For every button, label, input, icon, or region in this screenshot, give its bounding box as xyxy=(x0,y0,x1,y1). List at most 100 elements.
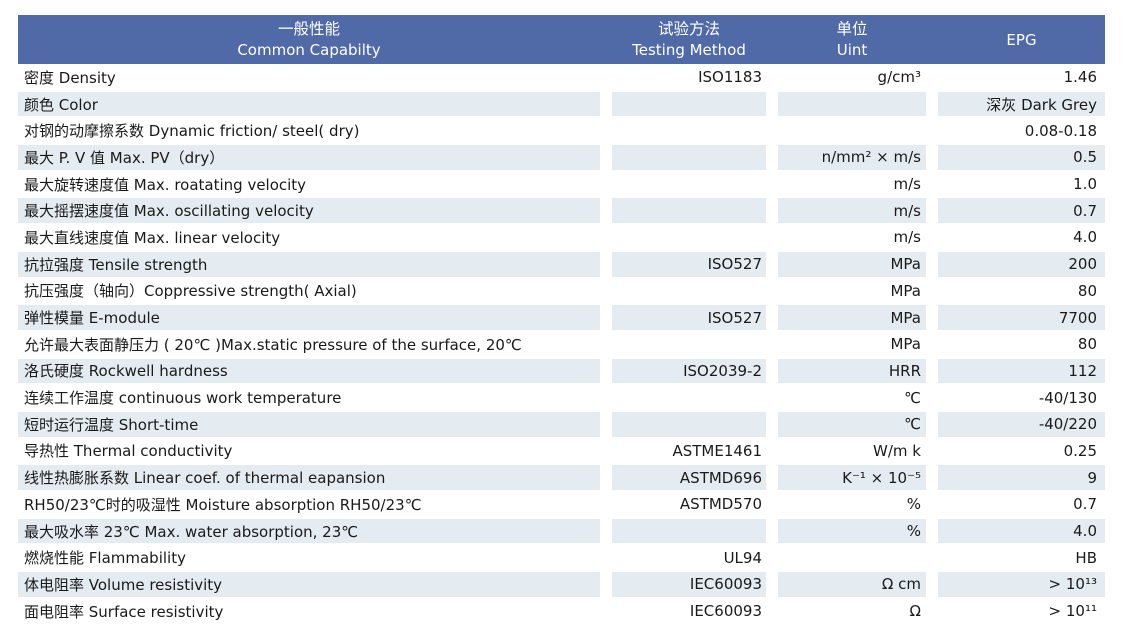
table-row: 连续工作温度 continuous work temperature ℃ -40… xyxy=(18,384,1105,411)
property-label: 最大 P. V 值 Max. PV（dry） xyxy=(18,144,600,171)
property-label: 连续工作温度 continuous work temperature xyxy=(24,389,342,408)
testing-method-cell: ASTME1461 xyxy=(672,441,762,460)
property-label: 颜色 Color xyxy=(18,90,600,118)
epg-value-cell: > 10¹³ xyxy=(938,571,1105,598)
testing-method-cell xyxy=(612,224,766,251)
epg-value-cell: 80 xyxy=(1077,281,1097,300)
table-row: 最大吸水率 23℃ Max. water absorption, 23℃ % 4… xyxy=(18,517,1105,545)
epg-value-cell: 0.25 xyxy=(1063,441,1097,460)
unit-cell: m/s xyxy=(893,175,921,194)
testing-method-cell: IEC60093 xyxy=(689,602,762,621)
testing-method-cell xyxy=(612,517,766,545)
testing-method-cell xyxy=(612,171,766,198)
epg-value-cell: 200 xyxy=(938,250,1105,278)
unit-cell xyxy=(778,90,926,118)
testing-method-cell xyxy=(612,117,766,144)
unit-cell: Ω cm xyxy=(778,571,926,598)
unit-cell: MPa xyxy=(890,335,921,354)
table-row: 面电阻率 Surface resistivity IEC60093 Ω > 10… xyxy=(18,598,1105,625)
header-epg: EPG xyxy=(938,15,1105,64)
unit-cell: g/cm³ xyxy=(877,68,921,87)
table-row: 洛氏硬度 Rockwell hardness ISO2039-2 HRR 112 xyxy=(18,357,1105,385)
table-row: 导热性 Thermal conductivity ASTME1461 W/m k… xyxy=(18,438,1105,465)
header-unit-en: Uint xyxy=(836,41,868,59)
header-testing-method: 试验方法 Testing Method xyxy=(612,15,766,64)
unit-cell: Ω xyxy=(909,602,921,621)
epg-value-cell: 0.7 xyxy=(1073,495,1097,514)
testing-method-cell xyxy=(612,278,766,305)
material-properties-table: 一般性能 Common Capabilty 试验方法 Testing Metho… xyxy=(18,15,1105,624)
epg-value-cell: HB xyxy=(1075,548,1097,567)
unit-cell xyxy=(778,117,926,144)
testing-method-cell: UL94 xyxy=(723,548,762,567)
table-row: 允许最大表面静压力 ( 20℃ )Max.static pressure of … xyxy=(18,331,1105,358)
unit-cell: ℃ xyxy=(778,410,926,438)
unit-cell: HRR xyxy=(778,357,926,385)
epg-value-cell: 1.0 xyxy=(1073,175,1097,194)
property-label: 抗压强度（轴向）Coppressive strength( Axial) xyxy=(24,282,357,301)
testing-method-cell: ISO527 xyxy=(612,304,766,331)
epg-value-cell: 深灰 Dark Grey xyxy=(938,90,1105,118)
property-label: 体电阻率 Volume resistivity xyxy=(18,571,600,598)
unit-cell: % xyxy=(778,517,926,545)
property-label: RH50/23℃时的吸湿性 Moisture absorption RH50/2… xyxy=(24,495,422,514)
epg-value-cell: 7700 xyxy=(938,304,1105,331)
header-unit-zh: 单位 xyxy=(836,20,868,38)
unit-cell: m/s xyxy=(893,228,921,247)
property-label: 最大旋转速度值 Max. roatating velocity xyxy=(24,175,307,194)
table-row: 颜色 Color 深灰 Dark Grey xyxy=(18,90,1105,118)
header-common-capability-en: Common Capabilty xyxy=(237,41,381,59)
property-label: 对钢的动摩擦系数 Dynamic friction/ steel( dry) xyxy=(24,122,360,141)
table-row: 密度 Density ISO1183 g/cm³ 1.46 xyxy=(18,64,1105,91)
table-row: 弹性模量 E-module ISO527 MPa 7700 xyxy=(18,304,1105,331)
unit-cell: MPa xyxy=(778,250,926,278)
property-label: 燃烧性能 Flammability xyxy=(24,549,186,568)
header-testing-method-zh: 试验方法 xyxy=(657,20,720,38)
table-row: 最大旋转速度值 Max. roatating velocity m/s 1.0 xyxy=(18,171,1105,198)
property-label: 面电阻率 Surface resistivity xyxy=(24,602,224,621)
epg-value-cell: > 10¹¹ xyxy=(1048,602,1097,621)
table-row: 最大 P. V 值 Max. PV（dry） n/mm² × m/s 0.5 xyxy=(18,144,1105,171)
epg-value-cell: 112 xyxy=(938,357,1105,385)
epg-value-cell: 0.5 xyxy=(938,144,1105,171)
property-label: 最大吸水率 23℃ Max. water absorption, 23℃ xyxy=(18,517,600,545)
unit-cell: % xyxy=(906,495,921,514)
epg-value-cell: 0.7 xyxy=(938,197,1105,225)
property-label: 最大直线速度值 Max. linear velocity xyxy=(24,228,281,247)
table-row: 燃烧性能 Flammability UL94 HB xyxy=(18,544,1105,571)
unit-cell: m/s xyxy=(778,197,926,225)
property-label: 短时运行温度 Short-time xyxy=(18,410,600,438)
property-label: 洛氏硬度 Rockwell hardness xyxy=(18,357,600,385)
epg-value-cell: 4.0 xyxy=(938,517,1105,545)
table-row: 体电阻率 Volume resistivity IEC60093 Ω cm > … xyxy=(18,571,1105,598)
testing-method-cell xyxy=(612,90,766,118)
property-label: 允许最大表面静压力 ( 20℃ )Max.static pressure of … xyxy=(24,335,522,354)
testing-method-cell: ASTMD696 xyxy=(612,464,766,491)
epg-value-cell: 0.08-0.18 xyxy=(1024,121,1097,140)
testing-method-cell: IEC60093 xyxy=(612,571,766,598)
epg-value-cell: 1.46 xyxy=(1063,68,1097,87)
property-label: 弹性模量 E-module xyxy=(18,304,600,331)
testing-method-cell: ASTMD570 xyxy=(679,495,762,514)
table-row: 短时运行温度 Short-time ℃ -40/220 xyxy=(18,410,1105,438)
testing-method-cell xyxy=(612,144,766,171)
epg-value-cell: 4.0 xyxy=(1073,228,1097,247)
table-row: 最大直线速度值 Max. linear velocity m/s 4.0 xyxy=(18,224,1105,251)
epg-value-cell: 80 xyxy=(1077,335,1097,354)
unit-cell xyxy=(778,544,926,571)
table-row: 最大摇摆速度值 Max. oscillating velocity m/s 0.… xyxy=(18,197,1105,225)
unit-cell: K⁻¹ × 10⁻⁵ xyxy=(778,464,926,491)
unit-cell: ℃ xyxy=(904,388,921,407)
table-row: 抗压强度（轴向）Coppressive strength( Axial) MPa… xyxy=(18,278,1105,305)
header-testing-method-en: Testing Method xyxy=(632,41,746,59)
property-label: 抗拉强度 Tensile strength xyxy=(18,250,600,278)
header-common-capability: 一般性能 Common Capabilty xyxy=(18,15,600,64)
testing-method-cell xyxy=(612,331,766,358)
table-body: 密度 Density ISO1183 g/cm³ 1.46 颜色 Color 深… xyxy=(18,64,1105,624)
testing-method-cell xyxy=(612,384,766,411)
property-label: 最大摇摆速度值 Max. oscillating velocity xyxy=(18,197,600,225)
header-unit: 单位 Uint xyxy=(778,15,926,64)
header-common-capability-zh: 一般性能 xyxy=(277,20,340,38)
unit-cell: W/m k xyxy=(873,441,921,460)
property-label: 导热性 Thermal conductivity xyxy=(24,442,233,461)
